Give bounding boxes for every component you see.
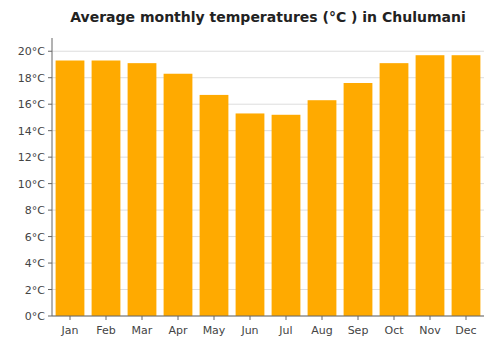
y-tick-label: 6°C — [25, 231, 45, 244]
y-tick — [48, 183, 52, 184]
y-tick-label: 0°C — [25, 310, 45, 323]
x-tick — [250, 316, 251, 320]
x-tick — [214, 316, 215, 320]
y-tick-label: 4°C — [25, 257, 45, 270]
bar — [164, 74, 193, 316]
y-tick — [48, 263, 52, 264]
x-tick-label: Apr — [168, 324, 188, 337]
x-tick-label: Jul — [278, 324, 292, 337]
y-tick-label: 18°C — [18, 72, 45, 85]
bar — [92, 61, 121, 316]
bar — [272, 115, 301, 316]
grid-line — [52, 51, 484, 52]
y-tick — [48, 236, 52, 237]
x-tick — [358, 316, 359, 320]
bar — [380, 63, 409, 316]
bar — [200, 95, 229, 316]
x-tick-label: Nov — [419, 324, 441, 337]
x-axis-line — [52, 316, 484, 317]
y-tick — [48, 104, 52, 105]
grid-line — [52, 316, 484, 317]
chart-container: Average monthly temperatures (°C ) in Ch… — [0, 0, 500, 350]
x-axis: Jan Feb Mar Apr May Jun Jul Aug Sep Oct Nov Dec — [61, 316, 477, 337]
x-tick-label: Mar — [132, 324, 153, 337]
bar — [452, 55, 481, 316]
x-tick-label: Jun — [240, 324, 258, 337]
y-axis: 0°C 2°C 4°C 6°C 8°C 10°C 12°C 14°C 16°C 18°C 20°C — [18, 45, 484, 323]
x-tick — [322, 316, 323, 320]
y-tick — [48, 289, 52, 290]
y-tick-label: 14°C — [18, 125, 45, 138]
y-axis-line — [52, 38, 53, 316]
x-tick — [106, 316, 107, 320]
bars — [56, 55, 481, 316]
y-tick-label: 20°C — [18, 45, 45, 58]
x-tick — [394, 316, 395, 320]
y-tick-label: 12°C — [18, 151, 45, 164]
y-tick — [48, 130, 52, 131]
x-tick-label: Sep — [348, 324, 369, 337]
x-tick-label: Jan — [61, 324, 79, 337]
bar — [128, 63, 157, 316]
y-tick-label: 8°C — [25, 204, 45, 217]
x-tick — [70, 316, 71, 320]
bar — [236, 113, 265, 316]
y-tick-label: 16°C — [18, 98, 45, 111]
x-tick-label: Feb — [96, 324, 115, 337]
y-tick-label: 10°C — [18, 178, 45, 191]
bar — [416, 55, 445, 316]
x-tick — [286, 316, 287, 320]
y-tick — [48, 77, 52, 78]
y-tick — [48, 157, 52, 158]
bar — [56, 61, 85, 316]
y-tick — [48, 210, 52, 211]
x-tick-label: Oct — [384, 324, 404, 337]
x-tick — [430, 316, 431, 320]
title: Average monthly temperatures (°C ) in Ch… — [70, 9, 465, 25]
y-tick-label: 2°C — [25, 284, 45, 297]
chart: Average monthly temperatures (°C ) in Ch… — [0, 0, 500, 350]
x-tick — [178, 316, 179, 320]
x-tick-label: Aug — [311, 324, 332, 337]
x-tick — [142, 316, 143, 320]
y-tick — [48, 316, 52, 317]
bar — [344, 83, 373, 316]
x-tick-label: May — [203, 324, 226, 337]
x-tick — [466, 316, 467, 320]
x-tick-label: Dec — [455, 324, 476, 337]
y-tick — [48, 51, 52, 52]
bar — [308, 100, 337, 316]
